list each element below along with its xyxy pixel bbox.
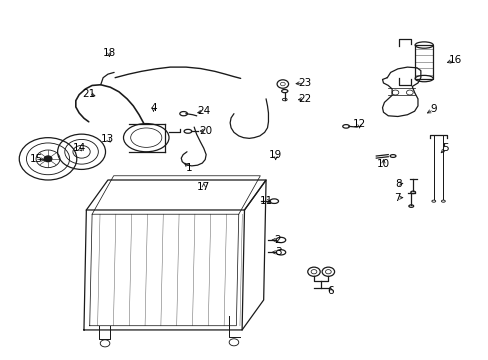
- Bar: [414, 45, 432, 78]
- Text: 8: 8: [395, 179, 401, 189]
- Text: 5: 5: [442, 143, 448, 153]
- Text: 13: 13: [101, 134, 114, 144]
- Text: 3: 3: [274, 247, 281, 257]
- Text: 20: 20: [199, 126, 212, 136]
- Text: 1: 1: [186, 163, 192, 173]
- Text: 9: 9: [429, 104, 436, 114]
- Text: 12: 12: [352, 118, 366, 129]
- Text: 22: 22: [297, 94, 310, 104]
- Text: 16: 16: [448, 55, 461, 65]
- Text: 19: 19: [268, 150, 282, 160]
- Text: 21: 21: [82, 89, 95, 99]
- Text: 11: 11: [259, 196, 272, 206]
- Text: 17: 17: [197, 182, 210, 192]
- Text: 7: 7: [394, 193, 400, 203]
- Text: 14: 14: [72, 143, 85, 153]
- Text: 18: 18: [102, 48, 116, 58]
- Text: 23: 23: [297, 78, 310, 88]
- Circle shape: [44, 156, 52, 162]
- Text: 2: 2: [274, 235, 281, 245]
- Text: 15: 15: [29, 154, 42, 164]
- Text: 6: 6: [327, 286, 333, 296]
- Text: 10: 10: [376, 159, 389, 169]
- Text: 24: 24: [197, 106, 210, 116]
- Text: 4: 4: [150, 103, 157, 113]
